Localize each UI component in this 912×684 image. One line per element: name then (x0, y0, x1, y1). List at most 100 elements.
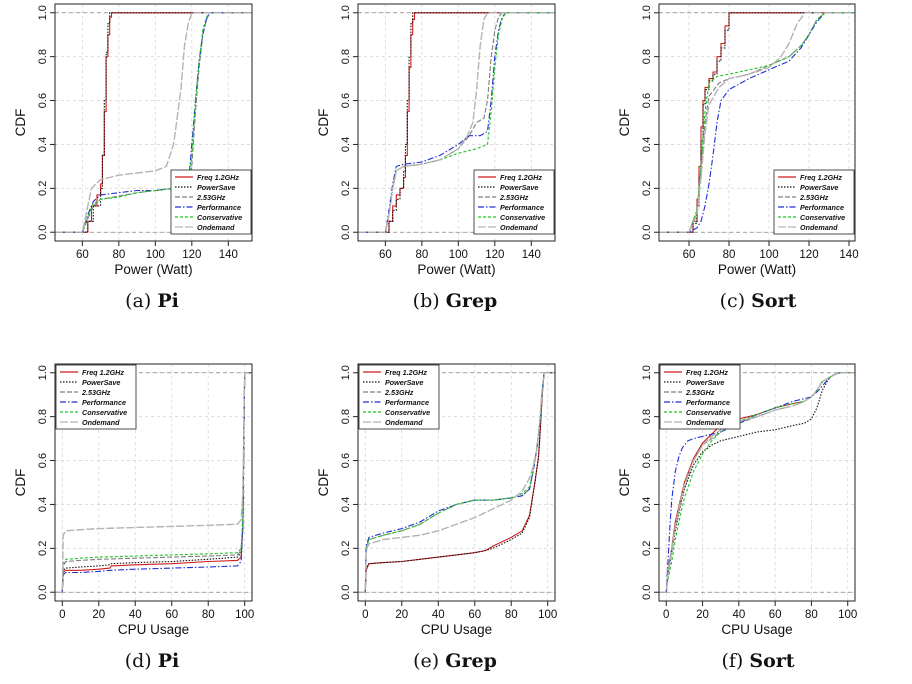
legend-label: Conservative (686, 408, 731, 417)
series-line-performance (55, 372, 252, 593)
legend-label: Performance (385, 398, 429, 407)
legend-label: Conservative (82, 408, 127, 417)
caption-b-name: Grep (445, 290, 498, 312)
y-axis-label: CDF (316, 469, 331, 497)
legend-box (358, 364, 440, 430)
y-tick-label: 0.4 (37, 497, 49, 512)
x-tick-label: 40 (129, 609, 142, 621)
y-tick-label: 0.2 (37, 541, 49, 556)
legend-label: Freq 1.2GHz (197, 173, 239, 182)
caption-b-prefix: (b) (412, 290, 440, 312)
series-line-ondemand (358, 12, 555, 233)
y-axis-label: CDF (617, 469, 632, 497)
series-line-powersave (55, 12, 252, 233)
caption-a: (a) Pi (125, 290, 179, 312)
legend-label: Performance (500, 203, 544, 212)
y-tick-label: 0.6 (37, 453, 49, 468)
legend-box (55, 364, 137, 430)
series-line-freq-1-2ghz (659, 12, 855, 233)
legend-label: Ondemand (197, 223, 235, 232)
caption-f-prefix: (f) (721, 650, 744, 672)
y-tick-label: 0.0 (340, 585, 352, 600)
x-axis-label: Power (Watt) (114, 262, 192, 277)
legend-label: Performance (197, 203, 241, 212)
caption-e-name: Grep (445, 650, 497, 672)
caption-e-prefix: (e) (413, 650, 440, 672)
x-tick-label: 120 (182, 249, 201, 261)
y-tick-label: 0.8 (340, 49, 352, 64)
x-axis-label: Power (Watt) (417, 262, 495, 277)
x-tick-label: 40 (732, 609, 745, 621)
legend-label: Ondemand (500, 223, 538, 232)
x-tick-label: 80 (805, 609, 818, 621)
y-tick-label: 0.0 (641, 585, 653, 600)
series-line-ondemand (55, 12, 252, 233)
y-tick-label: 0.6 (37, 93, 49, 108)
legend-label: PowerSave (800, 183, 838, 192)
legend-label: PowerSave (686, 378, 724, 387)
caption-a-name: Pi (157, 290, 179, 312)
y-tick-label: 0.2 (340, 541, 352, 556)
series-line-powersave (55, 372, 252, 593)
x-tick-label: 0 (59, 609, 65, 621)
series-line-performance (659, 12, 855, 233)
caption-d-name: Pi (157, 650, 180, 672)
x-tick-label: 100 (538, 609, 557, 621)
legend-box (659, 364, 741, 430)
x-tick-label: 140 (219, 249, 238, 261)
plot-frame (658, 363, 856, 602)
caption-c-prefix: (c) (719, 290, 746, 312)
x-tick-label: 100 (838, 609, 857, 621)
legend-label: 2.53GHz (196, 193, 226, 202)
x-tick-label: 100 (146, 249, 165, 261)
legend-label: Conservative (197, 213, 242, 222)
legend-label: PowerSave (500, 183, 538, 192)
series-line-performance (358, 12, 555, 233)
legend-box (170, 169, 252, 235)
y-tick-label: 0.2 (37, 181, 49, 196)
panel-a: 60 80 100 120 140 0.0 0.2 0.4 0.6 0.8 1.0 Power (Wa… (13, 3, 253, 277)
series-line-ondemand (55, 372, 252, 593)
legend-label: PowerSave (385, 378, 423, 387)
plot-frame (54, 3, 253, 242)
series-line-ondemand (358, 372, 555, 593)
x-tick-label: 100 (449, 249, 468, 261)
legend-label: 2.53GHz (499, 193, 529, 202)
y-tick-label: 0.8 (641, 49, 653, 64)
y-tick-label: 0.2 (340, 181, 352, 196)
caption-f-name: Sort (749, 650, 795, 672)
legend-label: Freq 1.2GHz (500, 173, 542, 182)
x-tick-label: 20 (92, 609, 105, 621)
x-tick-label: 140 (839, 249, 858, 261)
series-line-ondemand (659, 12, 855, 233)
caption-d: (d) Pi (125, 650, 180, 672)
y-tick-label: 0.0 (340, 225, 352, 240)
caption-c: (c) Sort (720, 290, 797, 312)
x-tick-label: 60 (379, 249, 392, 261)
x-axis-label: CPU Usage (421, 622, 492, 637)
plot-frame (357, 3, 556, 242)
y-tick-label: 0.0 (37, 585, 49, 600)
y-tick-label: 0.4 (340, 497, 352, 512)
legend-label: Performance (82, 398, 126, 407)
x-tick-label: 140 (522, 249, 541, 261)
x-tick-label: 80 (723, 249, 736, 261)
x-tick-label: 60 (76, 249, 89, 261)
plot-frame (658, 3, 856, 242)
caption-f: (f) Sort (721, 650, 794, 672)
y-tick-label: 0.6 (641, 453, 653, 468)
y-tick-label: 0.0 (641, 225, 653, 240)
legend-label: Freq 1.2GHz (82, 368, 124, 377)
y-tick-label: 0.6 (641, 93, 653, 108)
x-tick-label: 0 (362, 609, 368, 621)
x-tick-label: 40 (432, 609, 445, 621)
legend-label: 2.53GHz (685, 388, 715, 397)
y-axis-label: CDF (617, 109, 632, 137)
y-tick-label: 0.0 (37, 225, 49, 240)
legend-box (773, 169, 855, 235)
y-tick-label: 0.8 (37, 49, 49, 64)
y-tick-label: 0.6 (340, 93, 352, 108)
series-line-performance (659, 372, 855, 593)
panel-e: 0 20 40 60 80 100 0.0 0.2 0.4 0.6 0.8 1.0 CPU Usage C… (316, 363, 557, 637)
